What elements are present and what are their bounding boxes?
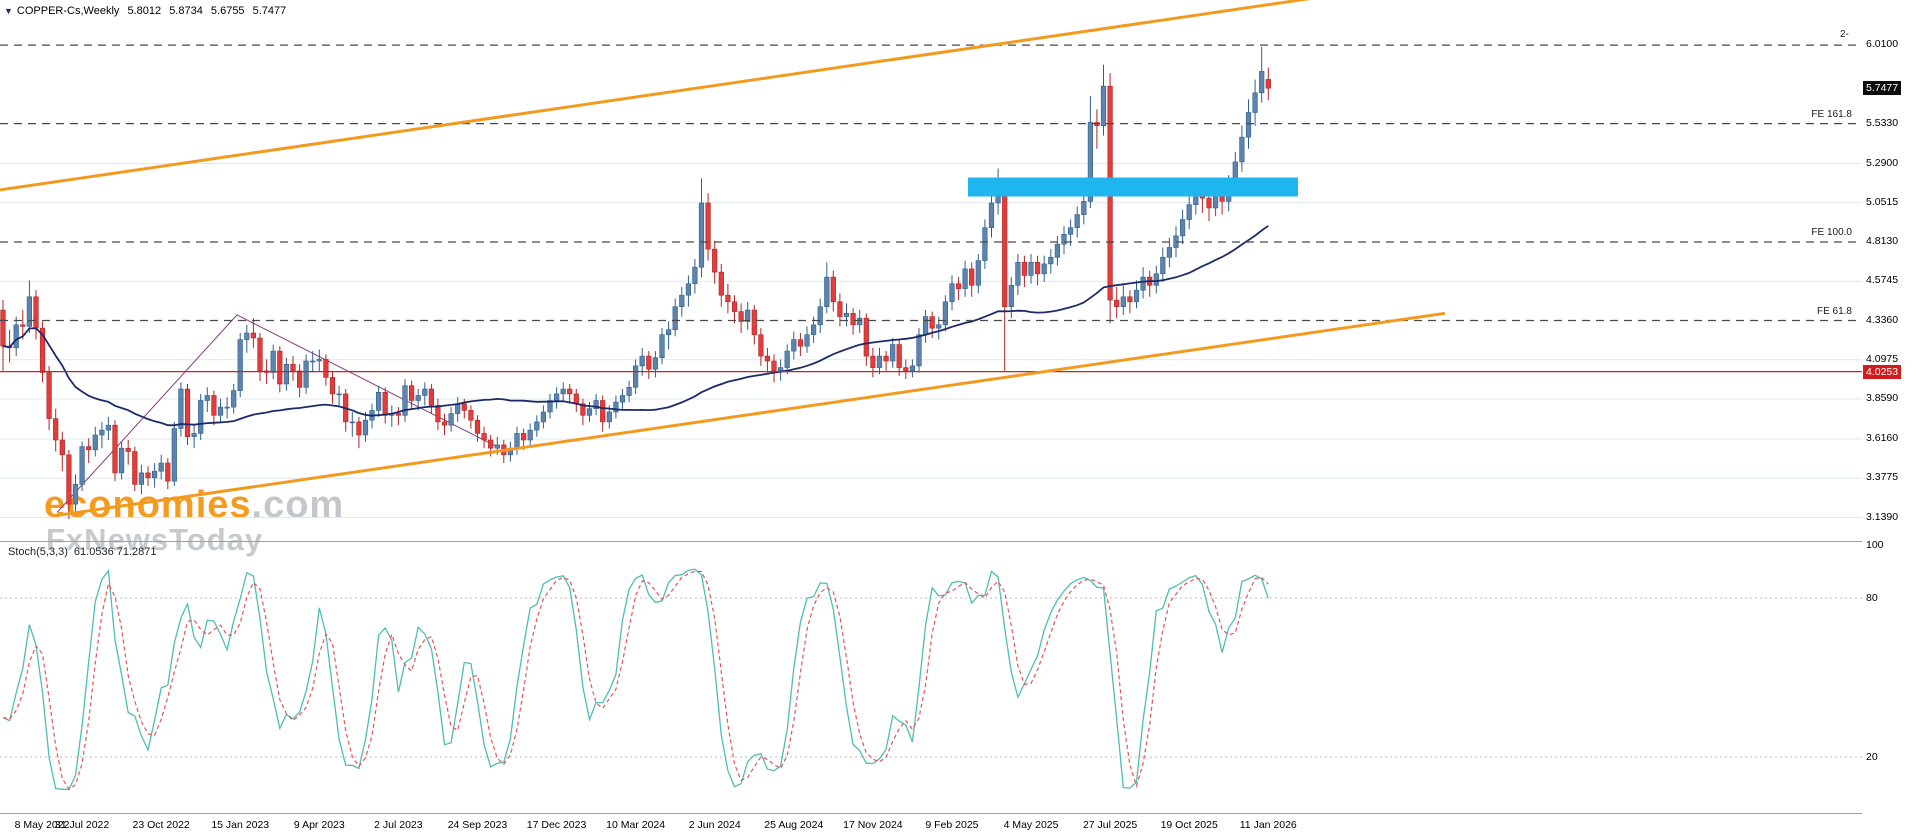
time-axis-label: 31 Jul 2022 (54, 819, 110, 831)
symbol-timeframe-label: COPPER-Cs,Weekly (16, 5, 120, 17)
watermark-fxnewstoday: FxNewsToday (46, 522, 264, 557)
chart-annotation: 2- (1840, 29, 1849, 41)
orange-channel-lines (0, 0, 1446, 518)
time-axis-label: 10 Mar 2024 (606, 819, 666, 831)
stoch-signal-line (2, 570, 1269, 790)
stoch-name: Stoch(5,3,3) (8, 546, 68, 558)
price-axis-label: 4.8130 (1866, 235, 1899, 247)
moving-average-line (2, 225, 1269, 427)
stoch-indicator-label: Stoch(5,3,3) 61.0536 71.2871 (8, 546, 163, 558)
ohlc-close: 5.7477 (252, 5, 287, 17)
watermark-brand-suffix: .com (251, 484, 345, 526)
time-axis-label: 19 Oct 2025 (1160, 819, 1218, 831)
price-axis-label: 4.0975 (1866, 352, 1899, 365)
resistance-zone-rect (968, 177, 1298, 197)
fib-level-label: FE 100.0 (1811, 227, 1852, 238)
symbol-marker-icon: ▼ (4, 6, 13, 16)
price-axis-label: 4.5745 (1866, 274, 1899, 287)
price-axis-label: 5.0515 (1866, 195, 1899, 208)
ohlc-open: 5.8012 (127, 5, 162, 17)
price-axis-label: 5.2900 (1866, 156, 1899, 169)
fib-level-label: FE 61.8 (1816, 305, 1852, 317)
time-axis-label: 4 May 2025 (1003, 819, 1059, 831)
time-axis-label: 9 Apr 2023 (293, 819, 345, 831)
time-axis-label: 17 Dec 2023 (526, 819, 587, 831)
stoch-scale-label: 20 (1866, 751, 1878, 763)
time-axis-label: 9 Feb 2025 (925, 819, 979, 831)
fib-level-label: FE 161.8 (1811, 108, 1852, 120)
time-axis-label: 2 Jun 2024 (688, 819, 741, 831)
time-axis-label: 17 Nov 2024 (843, 819, 903, 831)
stoch-main-line (2, 568, 1269, 791)
price-axis-label: 3.3775 (1866, 471, 1899, 484)
candles (0, 46, 1271, 519)
price-axis-label: 3.1390 (1866, 510, 1899, 523)
stoch-values: 61.0536 71.2871 (73, 546, 157, 558)
price-gridlines (0, 163, 1862, 518)
ohlc-low: 5.6755 (210, 5, 245, 17)
time-axis-label: 2 Jul 2023 (374, 819, 423, 831)
price-axis[interactable]: 6.0100 5.7477 5.5330 5.2900 5.0515 4.8130 4.57… (1862, 0, 1916, 840)
price-axis-label: 5.5330 (1866, 116, 1899, 129)
ohlc-header: ▼ COPPER-Cs,Weekly 5.8012 5.8734 5.6755 5… (4, 5, 291, 17)
price-axis-label: 3.8590 (1866, 392, 1899, 404)
time-axis-label: 8 May 2022 (14, 819, 70, 831)
stoch-scale-label: 100 (1866, 539, 1884, 551)
current-price-tag: 5.7477 (1863, 81, 1902, 96)
stoch-scale-label: 80 (1866, 592, 1878, 604)
time-axis-label: 15 Jan 2023 (211, 819, 270, 831)
price-axis-label: 4.3360 (1866, 313, 1899, 326)
fib-extension-lines (0, 44, 1862, 322)
time-axis-label: 11 Jan 2026 (1239, 819, 1297, 831)
price-axis-label: 6.0100 (1866, 38, 1899, 51)
time-axis-label: 25 Aug 2024 (764, 819, 824, 831)
time-axis-label: 23 Oct 2022 (132, 819, 190, 831)
time-axis-label: 24 Sep 2023 (447, 819, 508, 831)
time-axis[interactable]: 8 May 2022 31 Jul 2022 23 Oct 2022 15 Jan 2… (0, 816, 1862, 840)
red-level-price-tag: 4.0253 (1863, 364, 1902, 379)
ohlc-high: 5.8734 (169, 5, 203, 17)
price-axis-label: 3.6160 (1866, 432, 1899, 444)
time-axis-label: 27 Jul 2025 (1082, 819, 1138, 831)
